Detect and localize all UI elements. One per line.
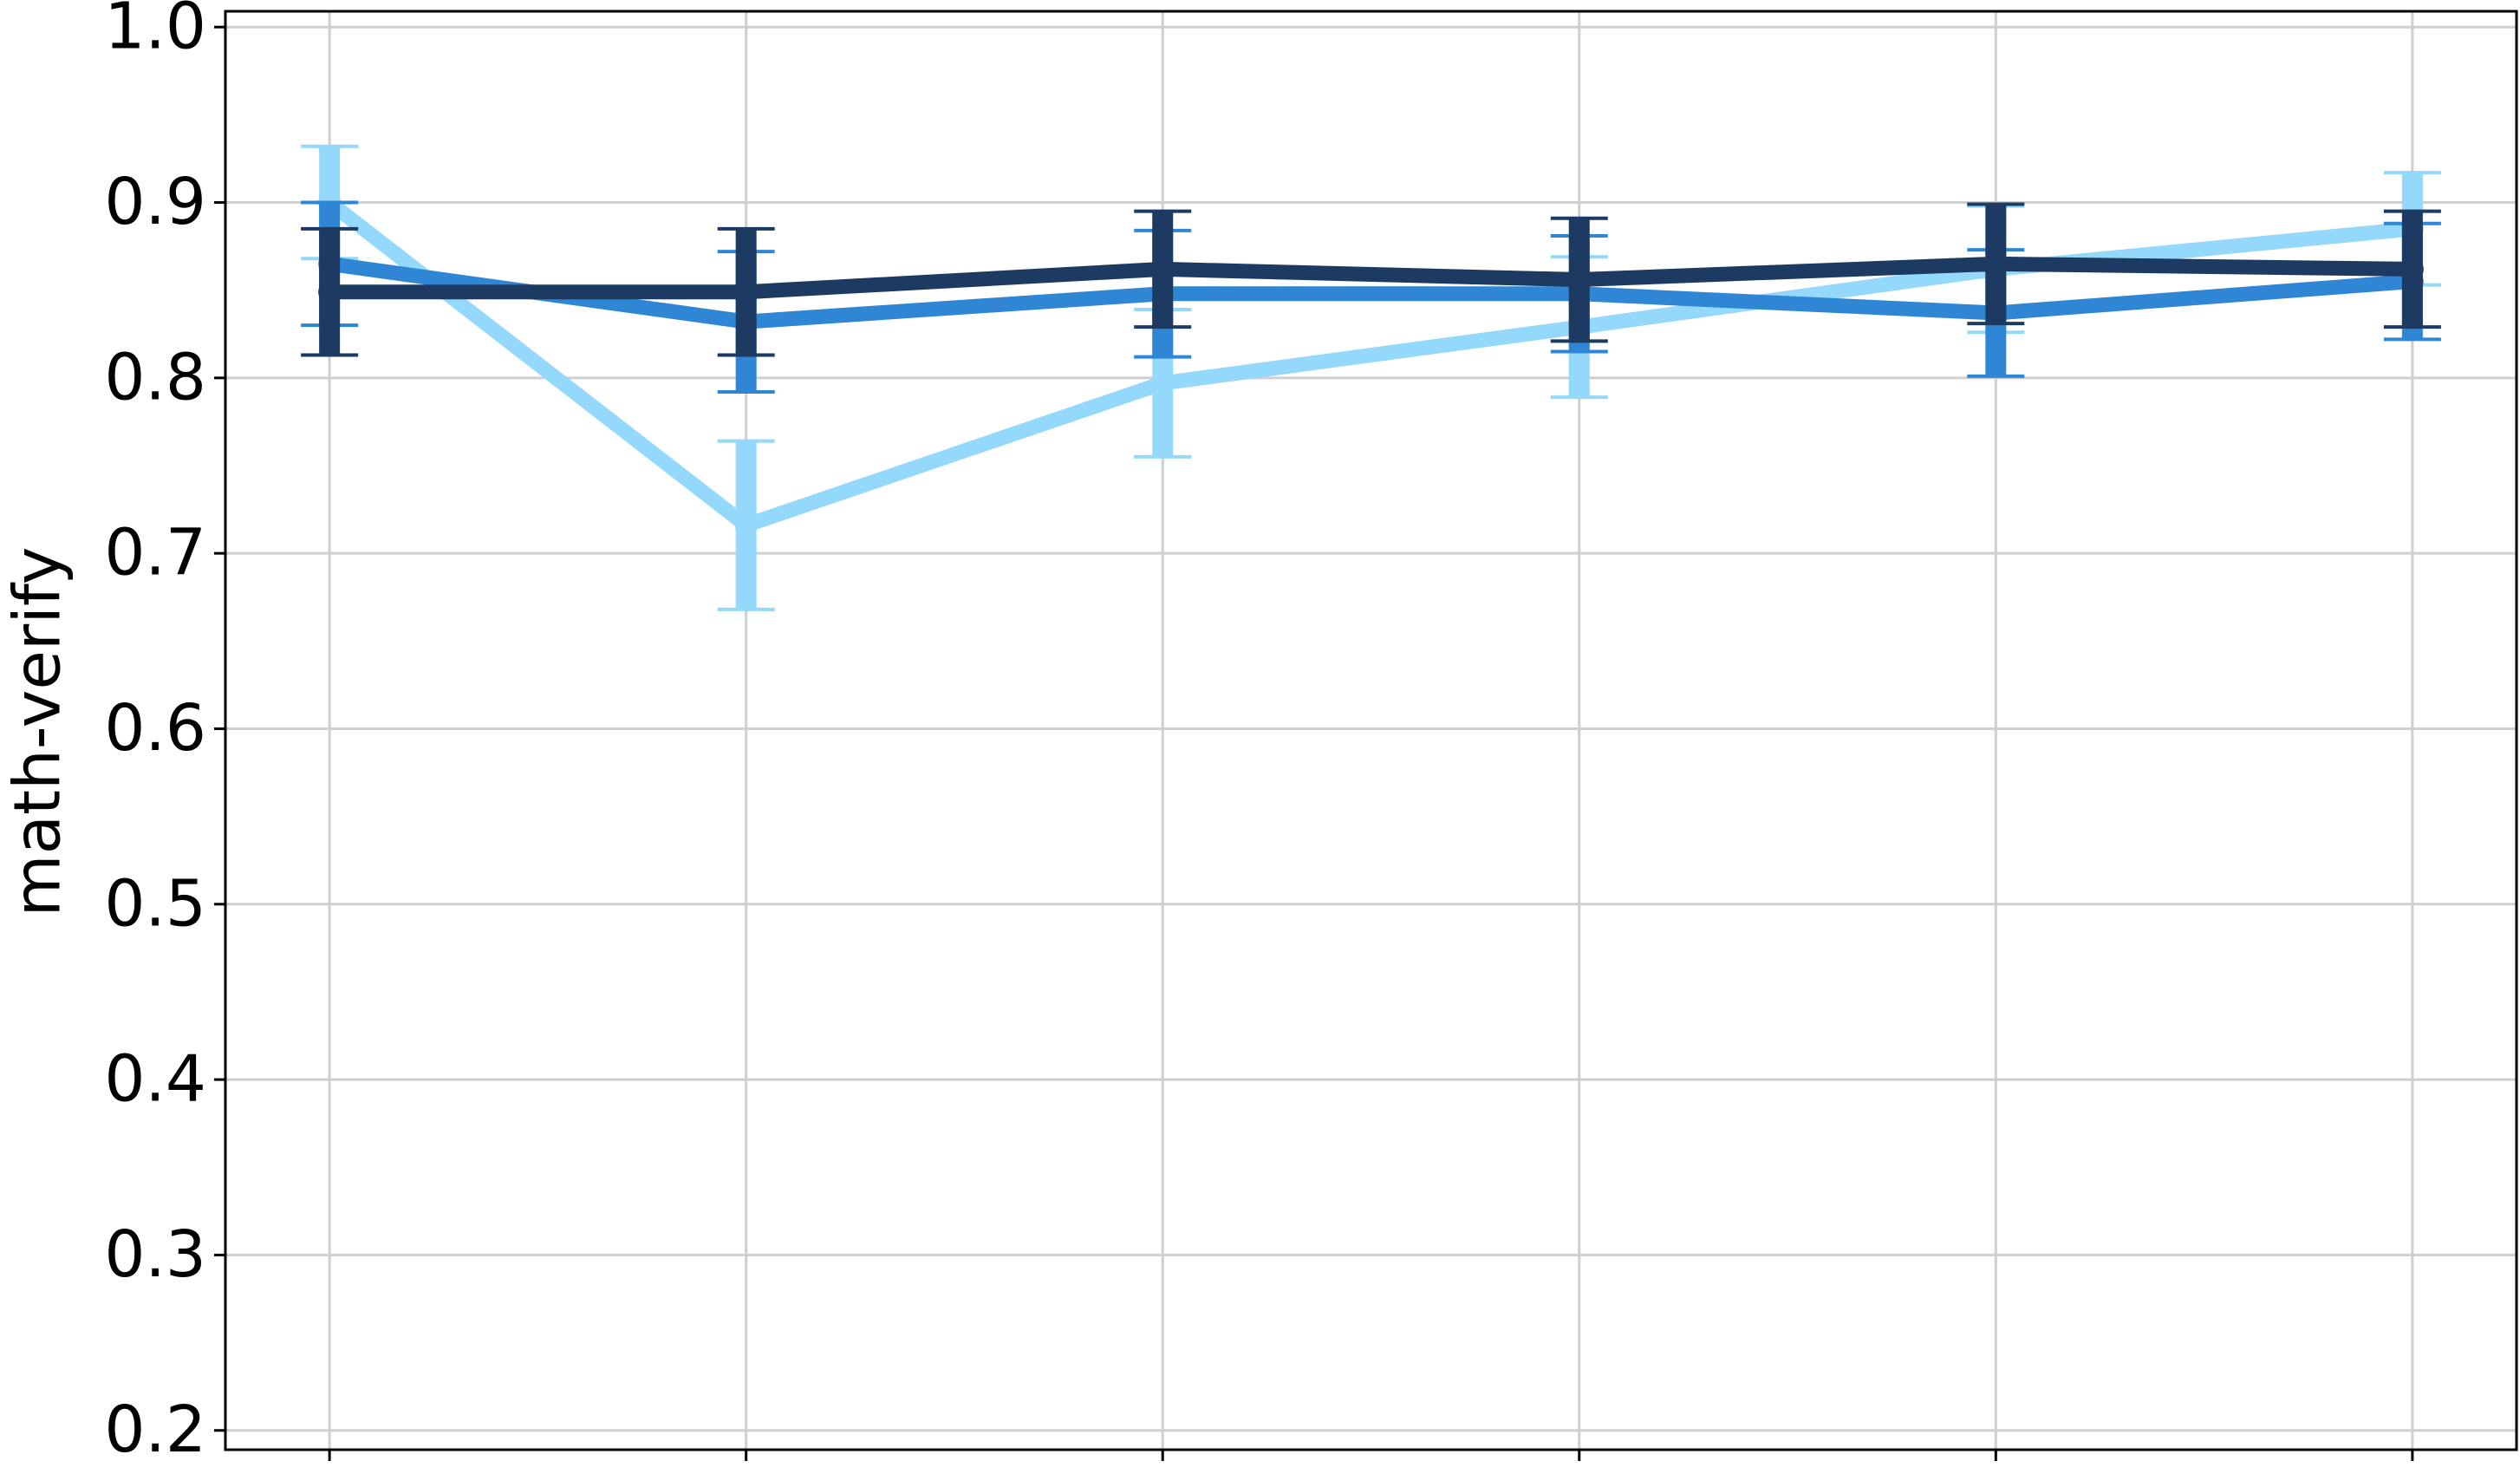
- y-tick-label: 0.4: [104, 1042, 206, 1117]
- y-axis-label: math-verify: [1, 547, 75, 917]
- point: [734, 280, 758, 303]
- y-tick-label: 0.7: [104, 516, 206, 590]
- point: [1984, 252, 2008, 276]
- point: [2400, 258, 2424, 281]
- y-tick-label: 0.6: [104, 691, 206, 766]
- point: [1151, 258, 1175, 281]
- series-line: [329, 256, 2413, 300]
- series-line: [328, 256, 2413, 329]
- series: [301, 202, 2441, 357]
- y-tick-label: 1.0: [104, 0, 206, 64]
- point: [1567, 268, 1591, 291]
- y-tick-label: 0.8: [104, 340, 206, 414]
- point: [318, 280, 342, 303]
- y-tick-label: 0.3: [104, 1217, 206, 1292]
- y-tick-label: 0.2: [104, 1392, 206, 1467]
- point: [1151, 371, 1175, 395]
- plot-frame: [224, 10, 2518, 1451]
- series-line: [324, 196, 2413, 533]
- y-tick-label: 0.9: [104, 165, 206, 239]
- point: [734, 513, 758, 537]
- y-tick-label: 0.5: [104, 866, 206, 941]
